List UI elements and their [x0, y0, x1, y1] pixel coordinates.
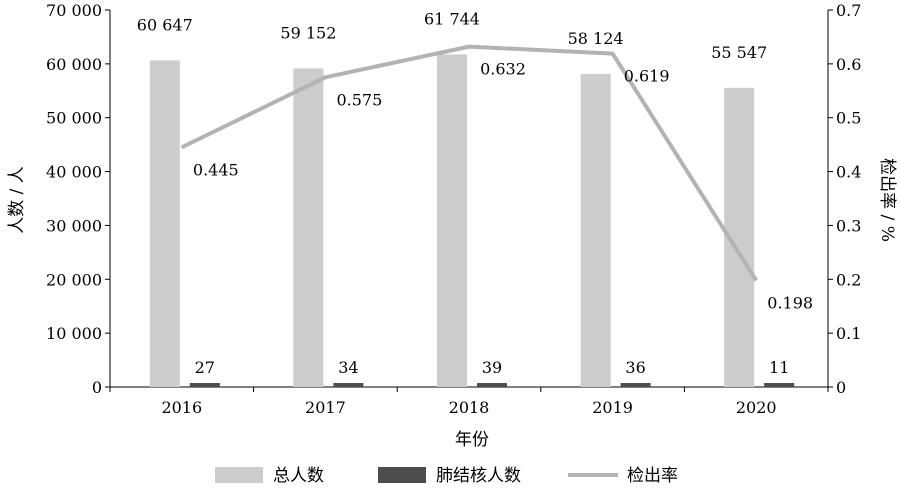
bar-tb: [189, 383, 220, 387]
data-label-tb: 36: [625, 358, 645, 377]
line-point: [755, 279, 757, 281]
y2-tick-label: 0.6: [836, 55, 861, 74]
bar-total: [293, 68, 324, 387]
y-tick-label: 0: [92, 378, 102, 397]
bar-tb: [764, 383, 795, 387]
data-label-rate: 0.198: [767, 293, 813, 312]
data-label-total: 58 124: [568, 29, 624, 48]
data-label-rate: 0.575: [336, 90, 382, 109]
y-tick-label: 70 000: [46, 1, 102, 20]
line-point: [181, 146, 183, 148]
y-tick-label: 40 000: [46, 163, 102, 182]
data-label-total: 55 547: [711, 43, 767, 62]
bar-total: [149, 60, 180, 387]
y2-tick-label: 0.3: [836, 216, 861, 235]
y2-tick-label: 0.5: [836, 109, 861, 128]
y-tick-label: 30 000: [46, 216, 102, 235]
x-axis-title: 年份: [455, 430, 489, 450]
bar-total: [580, 73, 611, 387]
x-tick-label: 2019: [592, 398, 633, 417]
bar-tb: [477, 383, 507, 387]
data-label-rate: 0.445: [193, 160, 239, 179]
data-label-rate: 0.619: [624, 67, 670, 86]
line-point: [324, 76, 326, 78]
y2-tick-label: 0.2: [836, 270, 861, 289]
y-tick-label: 10 000: [46, 324, 102, 343]
legend-swatch-tb: [378, 467, 426, 483]
legend-swatch-total: [215, 467, 263, 483]
y2-axis-title: 检出率 / %: [877, 158, 897, 242]
bar-total: [437, 54, 467, 388]
data-labels: 60 647 59 152 61 744 58 124 55 547 27 34 39 36 11…: [137, 9, 813, 377]
y2-tick-label: 0.4: [836, 163, 861, 182]
axes: 0 10 000 20 000 30 000 40 000 50 000 60 000 70 …: [46, 1, 861, 417]
line-point: [468, 46, 470, 48]
legend-label-tb: 肺结核人数: [436, 466, 521, 486]
y2-tick-label: 0.7: [836, 1, 861, 20]
data-label-tb: 27: [195, 358, 215, 377]
bar-tb: [620, 383, 651, 387]
x-tick-label: 2017: [305, 398, 346, 417]
legend-label-total: 总人数: [273, 466, 324, 486]
x-tick-label: 2018: [449, 398, 490, 417]
y2-tick-label: 0.1: [836, 324, 861, 343]
data-label-total: 61 744: [424, 9, 480, 28]
line-point: [612, 53, 614, 55]
bar-tb: [333, 383, 364, 387]
legend-label-rate: 检出率: [627, 466, 678, 486]
legend: 总人数 肺结核人数 检出率: [215, 466, 678, 486]
line-series: [180, 44, 758, 282]
data-label-total: 59 152: [280, 23, 336, 42]
data-label-total: 60 647: [137, 15, 193, 34]
data-label-rate: 0.632: [480, 60, 526, 79]
data-label-tb: 11: [769, 358, 789, 377]
line-detection-rate: [180, 44, 758, 282]
y-axis-title: 人数 / 人: [7, 166, 27, 234]
bars: [149, 54, 795, 388]
data-label-tb: 39: [482, 358, 502, 377]
data-label-tb: 34: [338, 358, 358, 377]
x-tick-label: 2016: [161, 398, 202, 417]
y-tick-label: 50 000: [46, 109, 102, 128]
y2-tick-label: 0: [836, 378, 846, 397]
x-tick-label: 2020: [736, 398, 777, 417]
y-tick-label: 60 000: [46, 55, 102, 74]
y-tick-label: 20 000: [46, 270, 102, 289]
